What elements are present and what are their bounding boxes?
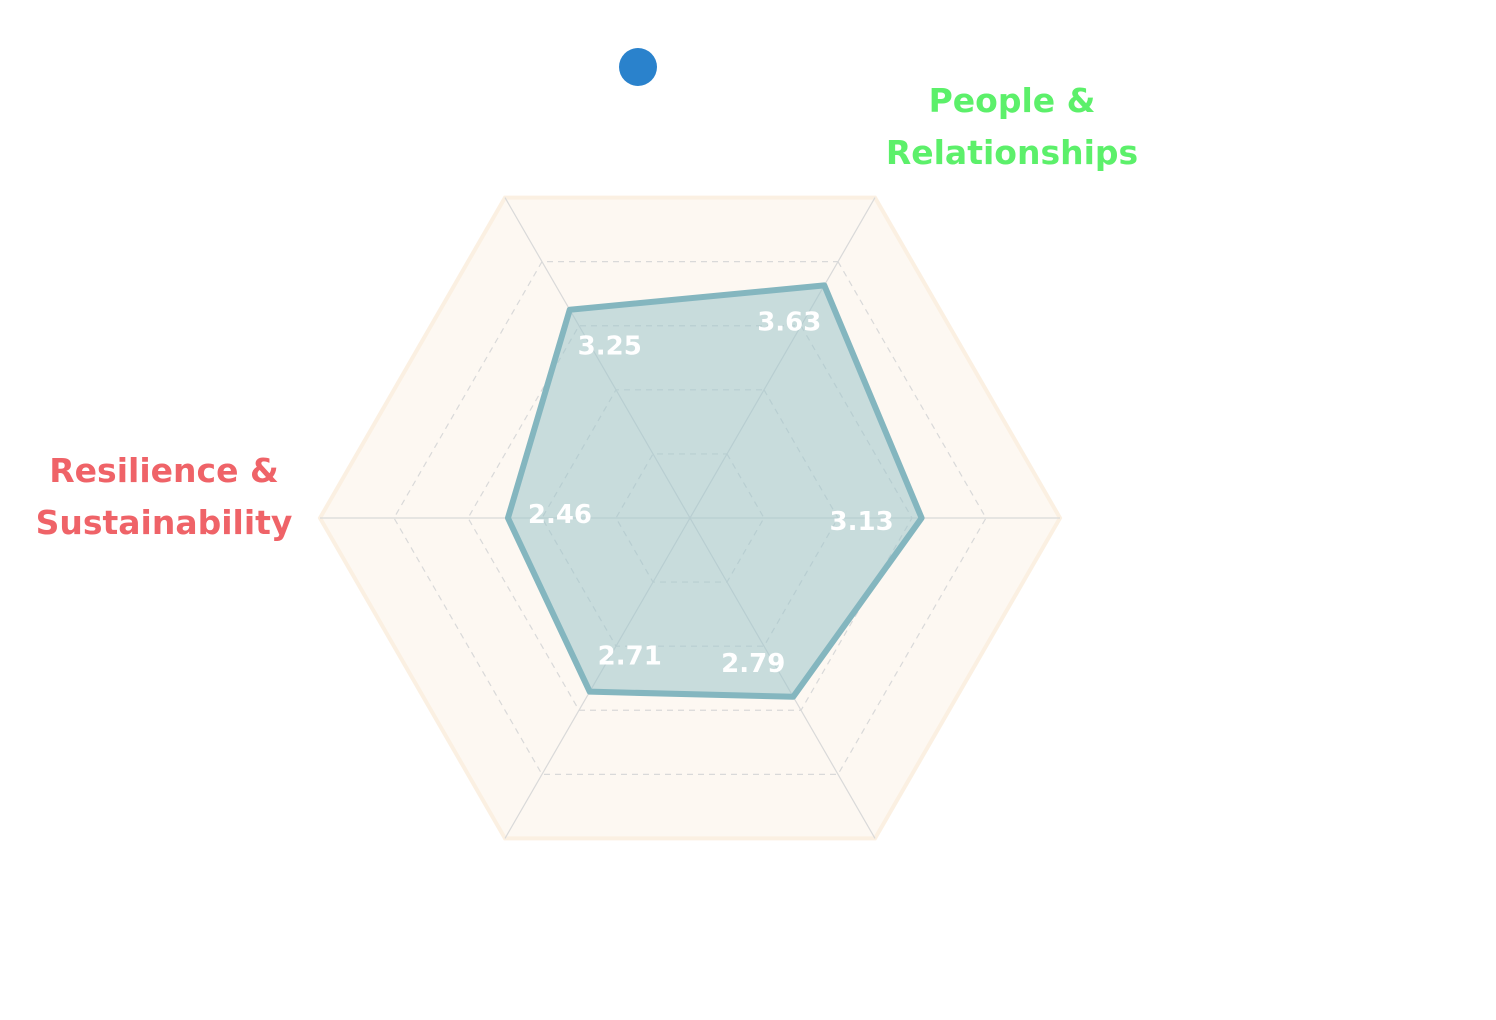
legend-marker — [619, 48, 657, 86]
radar-data-labels: 3.63 3.13 2.79 2.71 2.46 3.25 — [528, 307, 894, 678]
radar-axis-labels: People & Relationships Resilience & Sustain… — [36, 81, 1139, 542]
axis-label: Resilience & — [49, 451, 278, 490]
axis-label: People & — [929, 81, 1096, 120]
data-label: 3.63 — [757, 307, 821, 337]
data-label: 2.79 — [721, 649, 785, 679]
legend[interactable] — [619, 48, 657, 86]
axis-label: Relationships — [886, 133, 1138, 172]
radar-series — [504, 282, 925, 700]
data-label: 3.25 — [578, 332, 642, 362]
axis-label: Sustainability — [36, 503, 293, 542]
data-label: 3.13 — [830, 507, 894, 537]
data-label: 2.46 — [528, 500, 592, 530]
data-label: 2.71 — [598, 642, 662, 672]
radar-series-area — [504, 282, 925, 700]
